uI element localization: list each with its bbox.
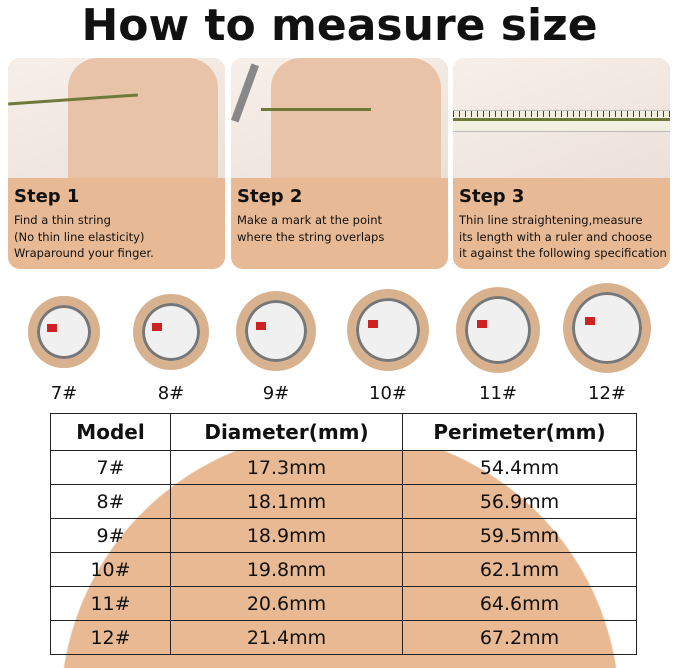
cell-perimeter: 64.6mm [402, 586, 637, 621]
table-row: 9# 18.9mm 59.5mm [50, 518, 637, 553]
step-3-text: Thin line straightening,measure its leng… [459, 213, 667, 260]
ring-11-image [456, 287, 540, 373]
table-row: 8# 18.1mm 56.9mm [50, 484, 637, 519]
step-2-panel: Step 2 Make a mark at the point where th… [231, 58, 448, 269]
cell-diameter: 20.6mm [170, 586, 403, 621]
ring-label: 10# [369, 383, 407, 404]
step-3-photo [453, 58, 670, 178]
ring-7-image [28, 296, 100, 368]
ring-10-image [347, 289, 429, 371]
ring-label: 12# [588, 383, 626, 404]
cell-diameter: 17.3mm [170, 450, 403, 485]
cell-perimeter: 62.1mm [402, 552, 637, 587]
cell-perimeter: 54.4mm [402, 450, 637, 485]
string-image [453, 118, 670, 121]
ring-label: 9# [262, 383, 290, 404]
ring-12-image [563, 283, 651, 373]
ring-9-image [236, 291, 316, 371]
cell-perimeter: 59.5mm [402, 518, 637, 553]
step-2-heading: Step 2 [237, 186, 303, 207]
header-diameter: Diameter(mm) [170, 413, 403, 451]
cell-model: 7# [50, 450, 171, 485]
table-row: 10# 19.8mm 62.1mm [50, 552, 637, 587]
step-1-heading: Step 1 [14, 186, 80, 207]
cell-model: 10# [50, 552, 171, 587]
cell-diameter: 21.4mm [170, 620, 403, 655]
page-title: How to measure size [81, 0, 598, 51]
cell-model: 11# [50, 586, 171, 621]
step-1-panel: Step 1 Find a thin string (No thin line … [8, 58, 225, 269]
hand-image [68, 58, 218, 178]
step-3-heading: Step 3 [459, 186, 525, 207]
cell-diameter: 19.8mm [170, 552, 403, 587]
table-row: 11# 20.6mm 64.6mm [50, 586, 637, 621]
cell-diameter: 18.9mm [170, 518, 403, 553]
cell-model: 9# [50, 518, 171, 553]
cell-perimeter: 67.2mm [402, 620, 637, 655]
step-1-photo [8, 58, 225, 178]
string-image [261, 108, 371, 111]
step-2-photo [231, 58, 448, 178]
cell-model: 8# [50, 484, 171, 519]
ring-label: 8# [157, 383, 185, 404]
hand-image [271, 58, 441, 178]
ring-label: 7# [50, 383, 78, 404]
table-row: 7# 17.3mm 54.4mm [50, 450, 637, 485]
header-model: Model [50, 413, 171, 451]
ruler-icon [453, 110, 670, 132]
ring-8-image [133, 294, 209, 370]
step-1-text: Find a thin string (No thin line elastic… [14, 213, 154, 260]
table-header: Model Diameter(mm) Perimeter(mm) [50, 413, 637, 451]
header-perimeter: Perimeter(mm) [402, 413, 637, 451]
step-3-panel: Step 3 Thin line straightening,measure i… [453, 58, 670, 269]
step-2-text: Make a mark at the point where the strin… [237, 213, 385, 244]
cell-diameter: 18.1mm [170, 484, 403, 519]
pen-icon [231, 63, 260, 123]
cell-model: 12# [50, 620, 171, 655]
ring-label: 11# [479, 383, 517, 404]
size-table: Model Diameter(mm) Perimeter(mm) 7# 17.3m… [50, 413, 637, 655]
table-row: 12# 21.4mm 67.2mm [50, 620, 637, 655]
cell-perimeter: 56.9mm [402, 484, 637, 519]
